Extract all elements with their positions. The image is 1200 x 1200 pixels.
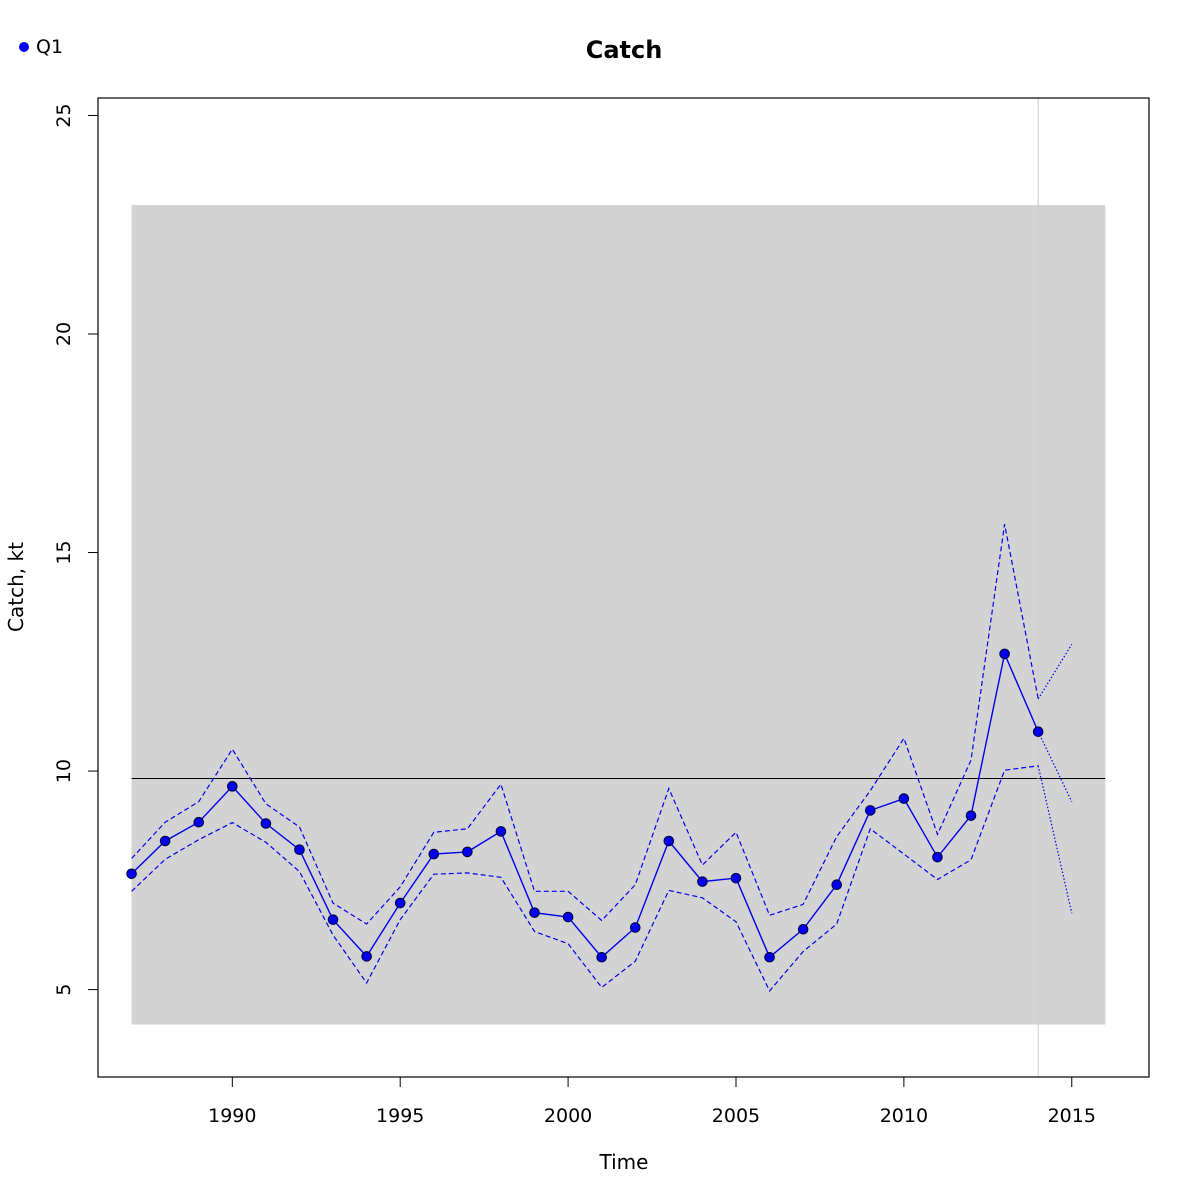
y-axis-label: Catch, kt [4,542,28,632]
data-point [394,897,406,909]
data-point [596,951,607,963]
data-point [159,835,171,847]
chart-title: Catch [586,36,663,64]
projection-upper-line [1037,643,1073,700]
data-point [730,872,742,884]
data-point [327,914,339,925]
data-point [495,826,507,837]
x-tick-label: 2015 [1048,1105,1096,1127]
series-line [131,651,1039,959]
data-point [999,648,1010,660]
data-point [898,793,910,804]
x-tick-label: 1995 [376,1105,424,1127]
x-tick-label: 2000 [544,1105,592,1127]
legend: Q1 [19,36,63,58]
data-point [629,922,641,933]
data-point [126,868,137,880]
data-point [697,876,708,887]
data-point [865,805,876,816]
data-point [529,907,540,918]
y-tick-label: 10 [53,759,75,783]
projection-lower-line [1037,765,1073,914]
data-point [428,848,440,860]
background-band [131,205,1106,1025]
data-point [831,879,843,890]
y-tick-label: 25 [53,103,75,127]
x-axis-label: Time [599,1150,649,1174]
legend-marker-q1 [19,42,29,52]
data-point [965,810,977,821]
data-point [462,846,473,858]
data-point [663,835,675,847]
x-tick-label: 2005 [712,1105,760,1127]
x-tick-label: 2010 [880,1105,928,1127]
data-point [361,951,372,962]
y-tick-label: 20 [53,322,75,346]
data-point [227,781,238,792]
data-point [797,923,809,935]
data-point [294,844,305,856]
y-tick-label: 15 [53,540,75,564]
y-tick-label: 5 [53,984,75,996]
data-point [1032,726,1044,738]
projection-line [1037,731,1073,802]
lower-bound-line [131,765,1039,992]
data-point [562,911,574,923]
legend-label-q1: Q1 [36,36,63,58]
upper-bound-line [131,523,1039,925]
data-point [932,851,943,863]
data-point [764,951,775,963]
data-point [260,818,272,829]
data-point [193,816,205,828]
x-tick-label: 1990 [208,1105,256,1127]
